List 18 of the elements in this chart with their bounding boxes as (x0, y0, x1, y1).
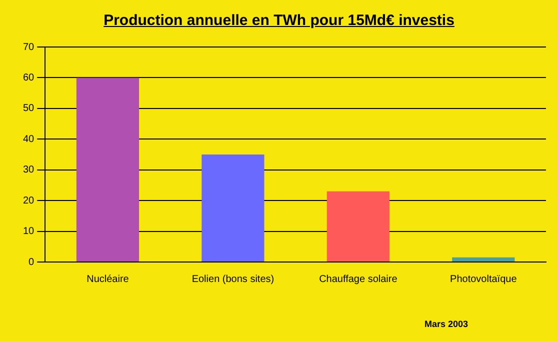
y-tick-label: 10 (23, 226, 35, 238)
y-tick-label: 50 (23, 103, 35, 114)
x-tick-label: Nucléaire (86, 274, 130, 285)
y-tick-label: 60 (23, 72, 35, 84)
y-tick-label: 30 (23, 164, 35, 176)
y-tick-label: 20 (23, 195, 35, 206)
x-tick-label: Photovoltaïque (450, 274, 518, 285)
x-tick-label: Eolien (bons sites) (192, 274, 274, 285)
bar (76, 78, 140, 262)
bar (202, 154, 264, 262)
bar (326, 191, 390, 262)
y-tick-label: 70 (23, 42, 35, 53)
bar (452, 257, 515, 262)
x-tick-label: Chauffage solaire (319, 274, 398, 285)
chart-title: Production annuelle en TWh pour 15Md€ investis (102, 12, 456, 29)
text: Mars 2003 (424, 319, 468, 329)
y-tick-label: 0 (28, 256, 35, 268)
y-tick-label: 40 (23, 134, 35, 145)
